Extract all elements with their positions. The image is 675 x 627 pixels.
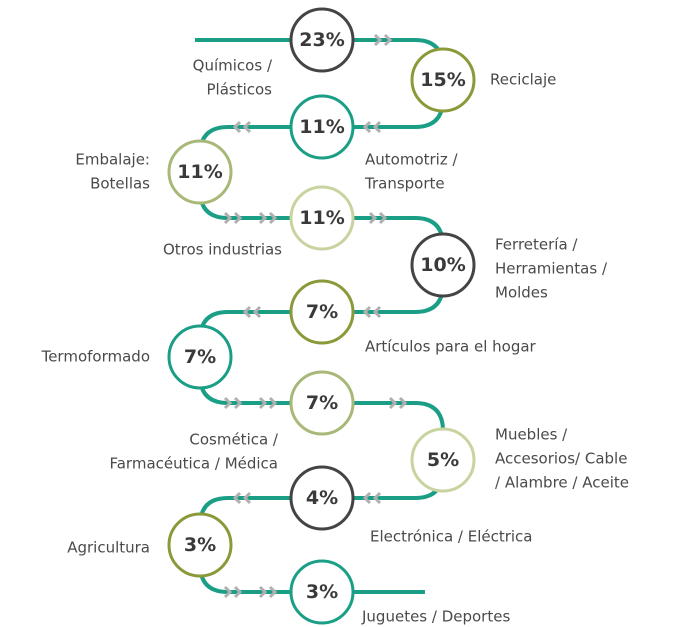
node-label: Embalaje: <box>75 151 150 169</box>
arrow <box>368 211 378 225</box>
node-circle <box>289 559 355 625</box>
arrow <box>233 585 243 599</box>
arrow <box>233 211 243 225</box>
node-value: 23% <box>299 29 344 51</box>
node-label: Agricultura <box>67 539 150 557</box>
node-label: Químicos / <box>193 57 273 75</box>
node-circle <box>289 279 355 345</box>
node-label: Plásticos <box>206 81 272 99</box>
node-value: 11% <box>177 161 222 183</box>
arrow <box>268 585 278 599</box>
node-label: Ferretería / <box>495 236 578 254</box>
arrow <box>258 585 268 599</box>
arrow <box>372 305 382 319</box>
arrow <box>242 305 252 319</box>
node-value: 3% <box>184 534 216 556</box>
arrow <box>372 120 382 134</box>
node-circle <box>410 47 476 113</box>
node-value: 11% <box>299 116 344 138</box>
node-label: Termoformado <box>41 348 150 366</box>
node-value: 7% <box>184 346 216 368</box>
node-circle <box>410 427 476 493</box>
node-label: Juguetes / Deportes <box>361 608 510 626</box>
arrow <box>223 396 233 410</box>
node-label: Electrónica / Eléctrica <box>370 528 533 546</box>
arrow <box>372 491 382 505</box>
arrow <box>242 491 252 505</box>
node-value: 3% <box>306 581 338 603</box>
node-value: 7% <box>306 301 338 323</box>
arrow <box>268 396 278 410</box>
node-value: 15% <box>420 69 465 91</box>
node-label: Automotriz / <box>365 151 458 169</box>
node-circle <box>289 94 355 160</box>
node-circle <box>289 465 355 531</box>
node-circle <box>289 7 355 73</box>
arrow <box>232 491 242 505</box>
node-circle <box>167 139 233 205</box>
node-label: Artículos para el hogar <box>365 338 537 356</box>
node-circle <box>289 370 355 436</box>
node-label: Muebles / <box>495 426 568 444</box>
arrow <box>252 305 262 319</box>
node-label: Herramientas / <box>495 260 608 278</box>
node-label: Cosmética / <box>189 431 279 449</box>
node-label: Reciclaje <box>490 71 556 89</box>
arrow <box>233 396 243 410</box>
arrow <box>232 120 242 134</box>
node-value: 4% <box>306 487 338 509</box>
node-value: 10% <box>420 254 465 276</box>
arrow <box>223 211 233 225</box>
node-label: Accesorios/ Cable <box>495 450 627 468</box>
arrow <box>258 211 268 225</box>
node-value: 5% <box>427 449 459 471</box>
node-label: / Alambre / Aceite <box>495 474 629 492</box>
node-label: Transporte <box>364 175 445 193</box>
node-circle <box>410 232 476 298</box>
arrow <box>362 305 372 319</box>
node-circle <box>167 512 233 578</box>
arrow <box>258 396 268 410</box>
node-label: Farmacéutica / Médica <box>109 455 278 473</box>
node-label: Moldes <box>495 284 548 302</box>
arrow <box>388 396 398 410</box>
arrow <box>268 211 278 225</box>
arrow <box>378 211 388 225</box>
node-circle <box>167 324 233 390</box>
arrow <box>362 120 372 134</box>
arrow <box>242 120 252 134</box>
arrow <box>362 491 372 505</box>
arrow <box>373 33 383 47</box>
arrow <box>223 585 233 599</box>
node-label: Otros industrias <box>163 241 282 259</box>
node-label: Botellas <box>90 175 150 193</box>
node-circle <box>289 185 355 251</box>
arrow <box>398 396 408 410</box>
node-value: 11% <box>299 207 344 229</box>
arrow <box>383 33 393 47</box>
node-value: 7% <box>306 392 338 414</box>
